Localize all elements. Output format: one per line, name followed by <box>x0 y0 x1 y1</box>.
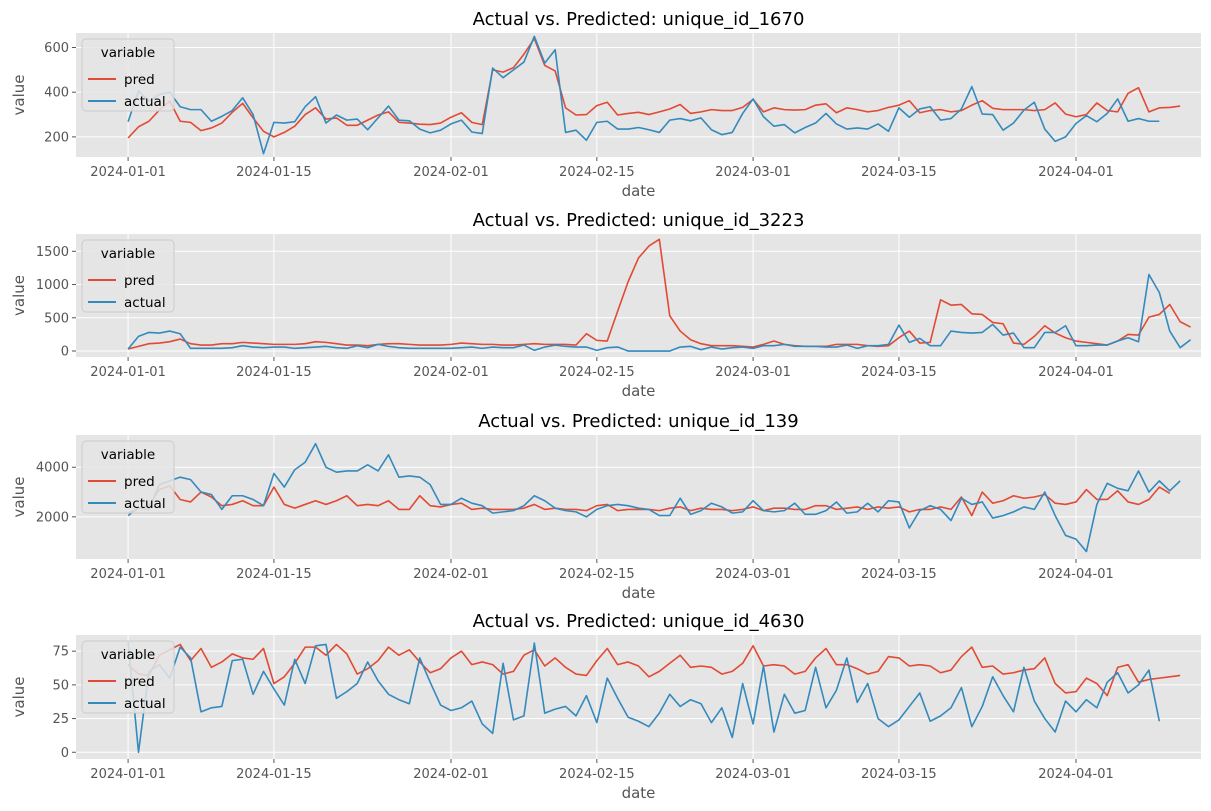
x-tick-label: 2024-02-01 <box>413 567 489 582</box>
series-line-pred <box>127 643 1181 697</box>
x-axis-label: date <box>622 784 656 802</box>
legend: variable pred actual <box>81 440 175 514</box>
legend-label-pred: pred <box>124 474 155 490</box>
legend: variable pred actual <box>81 38 175 112</box>
plot-area <box>76 635 1201 759</box>
plot-area <box>76 234 1201 357</box>
x-tick-label: 2024-04-01 <box>1038 165 1114 180</box>
y-tick-label: 0 <box>61 746 69 761</box>
x-tick-label: 2024-01-15 <box>236 767 312 782</box>
y-tick-label: 50 <box>52 678 69 693</box>
x-tick-label: 2024-03-15 <box>861 165 937 180</box>
legend-title: variable <box>101 447 155 463</box>
y-tick-label: 0 <box>61 345 69 360</box>
legend-title: variable <box>101 246 155 262</box>
legend-title: variable <box>101 45 155 61</box>
y-tick-label: 500 <box>44 311 69 326</box>
legend-title: variable <box>101 647 155 663</box>
x-tick-label: 2024-03-15 <box>861 567 937 582</box>
plot-area <box>76 435 1201 559</box>
series-line-pred <box>127 238 1191 350</box>
x-tick-label: 2024-03-01 <box>715 567 791 582</box>
legend: variable pred actual <box>81 640 175 714</box>
x-tick-label: 2024-03-01 <box>715 767 791 782</box>
x-axis-label: date <box>622 182 656 200</box>
chart-title: Actual vs. Predicted: unique_id_3223 <box>473 210 805 231</box>
x-tick-label: 2024-02-01 <box>413 365 489 380</box>
x-tick-label: 2024-01-15 <box>236 365 312 380</box>
legend-label-actual: actual <box>124 496 166 512</box>
x-tick-label: 2024-02-01 <box>413 165 489 180</box>
legend-label-actual: actual <box>124 696 166 712</box>
x-tick-label: 2024-03-01 <box>715 165 791 180</box>
x-tick-label: 2024-01-15 <box>236 165 312 180</box>
series-line-actual <box>127 442 1181 553</box>
subplot-3: 2024-01-01 2024-01-15 2024-02-01 2024-02-15… <box>10 411 1201 602</box>
x-axis-label: date <box>622 382 656 400</box>
x-tick-label: 2024-02-15 <box>559 767 635 782</box>
legend-box <box>81 440 175 514</box>
x-tick-label: 2024-01-15 <box>236 567 312 582</box>
x-tick-label: 2024-02-15 <box>559 567 635 582</box>
y-tick-label: 25 <box>52 712 69 727</box>
legend-label-actual: actual <box>124 94 166 110</box>
y-tick-label: 1000 <box>36 278 69 293</box>
legend-box <box>81 239 175 313</box>
chart-title: Actual vs. Predicted: unique_id_139 <box>478 411 798 432</box>
series-line-actual <box>127 641 1161 754</box>
x-tick-label: 2024-02-01 <box>413 767 489 782</box>
legend-label-pred: pred <box>124 674 155 690</box>
legend-label-pred: pred <box>124 72 155 88</box>
x-tick-label: 2024-01-01 <box>90 165 166 180</box>
subplot-2: 2024-01-01 2024-01-15 2024-02-01 2024-02-15… <box>10 210 1201 400</box>
y-tick-label: 75 <box>52 645 69 660</box>
y-tick-label: 400 <box>44 86 69 101</box>
y-axis-label: value <box>10 677 28 718</box>
y-tick-label: 2000 <box>36 510 69 525</box>
y-tick-label: 4000 <box>36 461 69 476</box>
legend-label-pred: pred <box>124 273 155 289</box>
x-tick-label: 2024-03-15 <box>861 365 937 380</box>
x-tick-label: 2024-04-01 <box>1038 767 1114 782</box>
y-axis-label: value <box>10 275 28 316</box>
x-axis-label: date <box>622 584 656 602</box>
x-tick-label: 2024-03-15 <box>861 767 937 782</box>
series-line-pred <box>127 37 1181 139</box>
x-tick-label: 2024-03-01 <box>715 365 791 380</box>
series-line-actual <box>127 35 1160 155</box>
series-line-actual <box>127 273 1192 352</box>
legend-label-actual: actual <box>124 295 166 311</box>
legend-box <box>81 640 175 714</box>
x-tick-label: 2024-02-15 <box>559 165 635 180</box>
x-tick-label: 2024-04-01 <box>1038 567 1114 582</box>
x-tick-label: 2024-01-01 <box>90 365 166 380</box>
x-tick-label: 2024-02-15 <box>559 365 635 380</box>
legend: variable pred actual <box>81 239 175 313</box>
subplot-1: 2024-01-01 2024-01-15 2024-02-01 2024-02-15… <box>10 9 1201 200</box>
y-axis-label: value <box>10 75 28 116</box>
y-tick-label: 1500 <box>36 245 69 260</box>
y-tick-label: 600 <box>44 41 69 56</box>
subplot-4: 2024-01-01 2024-01-15 2024-02-01 2024-02-15… <box>10 611 1201 802</box>
plot-area <box>76 33 1201 157</box>
chart-title: Actual vs. Predicted: unique_id_1670 <box>473 9 805 30</box>
chart-title: Actual vs. Predicted: unique_id_4630 <box>473 611 805 632</box>
x-tick-label: 2024-01-01 <box>90 767 166 782</box>
legend-box <box>81 38 175 112</box>
x-tick-label: 2024-04-01 <box>1038 365 1114 380</box>
y-tick-label: 200 <box>44 130 69 145</box>
y-axis-label: value <box>10 477 28 518</box>
x-tick-label: 2024-01-01 <box>90 567 166 582</box>
